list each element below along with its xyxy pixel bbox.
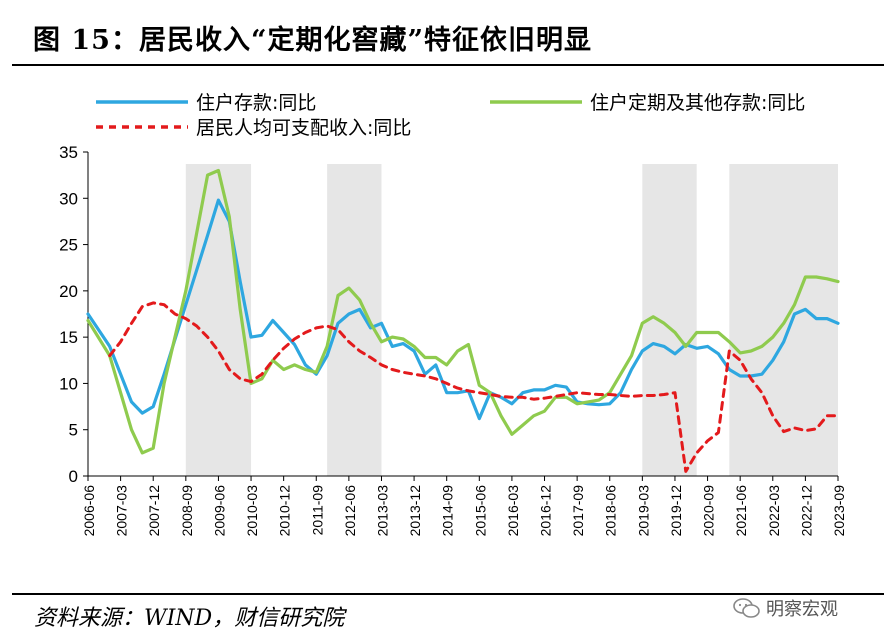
x-tick-label: 2013-03 <box>374 485 390 537</box>
shaded-period-2 <box>327 164 382 476</box>
wechat-icon <box>733 598 760 618</box>
y-tick-label: 30 <box>59 189 78 208</box>
x-tick-label: 2007-03 <box>114 485 130 537</box>
x-tick-label: 2009-06 <box>211 485 227 537</box>
x-tick-label: 2015-06 <box>472 485 488 537</box>
legend-label-deposit: 住户存款:同比 <box>196 92 316 114</box>
x-tick-label: 2019-12 <box>668 485 684 537</box>
x-tick-label: 2006-06 <box>81 485 97 537</box>
title-rule <box>12 64 884 66</box>
chart-axes: 0 5 10 15 20 25 30 35 2006-06 2007-03 2007-12 2008-… <box>59 143 847 536</box>
x-tick-label: 2010-12 <box>277 485 293 537</box>
watermark-text: 明察宏观 <box>766 599 838 620</box>
x-tick-label: 2018-06 <box>603 485 619 537</box>
x-tick-label: 2022-12 <box>798 485 814 537</box>
x-tick-label: 2016-03 <box>505 485 521 537</box>
figure-title: 图 15：居民收入“定期化窖藏”特征依旧明显 <box>33 25 593 56</box>
x-tick-label: 2010-03 <box>244 485 260 537</box>
legend-label-income: 居民人均可支配收入:同比 <box>196 117 411 139</box>
y-tick-label: 25 <box>59 236 78 255</box>
legend-label-time_deposit: 住户定期及其他存款:同比 <box>590 92 805 114</box>
x-tick-label: 2019-03 <box>635 485 651 537</box>
x-tick-label: 2021-06 <box>733 485 749 537</box>
x-tick-label: 2012-06 <box>342 485 358 537</box>
series-line-time_deposit <box>86 168 840 455</box>
source-rule <box>12 593 884 595</box>
x-tick-label: 2023-09 <box>831 485 847 537</box>
series-line-income <box>108 301 840 473</box>
source-note: 资料来源：WIND，财信研究院 <box>34 606 345 631</box>
y-tick-label: 15 <box>59 328 78 347</box>
y-tick-label: 20 <box>59 282 78 301</box>
y-tick-label: 35 <box>59 143 78 162</box>
shaded-period-3 <box>642 164 697 476</box>
y-tick-label: 10 <box>59 374 78 393</box>
series-line-deposit <box>86 198 840 421</box>
series-lines <box>86 168 840 473</box>
y-tick-label: 5 <box>69 421 78 440</box>
x-tick-label: 2022-03 <box>766 485 782 537</box>
x-tick-label: 2008-09 <box>179 485 195 537</box>
x-tick-label: 2007-12 <box>146 485 162 537</box>
line-chart: 0 5 10 15 20 25 30 35 2006-06 2007-03 2007-12 2008-… <box>59 92 847 536</box>
x-tick-label: 2011-09 <box>309 485 325 536</box>
x-tick-label: 2013-12 <box>407 485 423 537</box>
x-tick-label: 2017-09 <box>570 485 586 537</box>
x-tick-label: 2014-09 <box>440 485 456 537</box>
x-tick-label: 2016-12 <box>538 485 554 537</box>
watermark: 明察宏观 <box>732 595 838 621</box>
y-tick-label: 0 <box>69 467 78 486</box>
shaded-periods <box>185 164 838 476</box>
x-tick-label: 2020-09 <box>701 485 717 537</box>
